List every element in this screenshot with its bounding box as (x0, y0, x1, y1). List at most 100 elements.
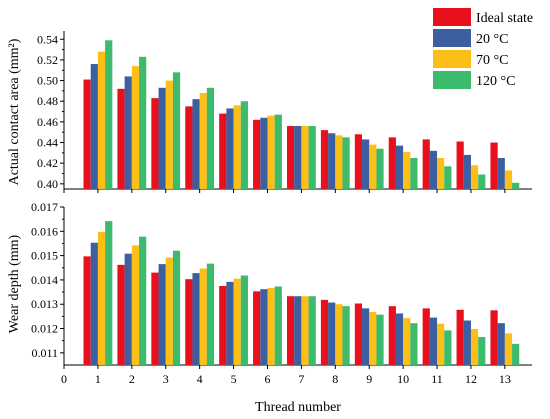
bottom-x-ticks: 0 1 2 3 4 5 6 7 8 9 10 11 12 13 (61, 365, 511, 386)
x-tick-label: 5 (231, 372, 237, 386)
bar (490, 310, 498, 365)
y-tick-label: 0.44 (37, 136, 58, 150)
bar (199, 92, 207, 189)
bar (165, 80, 173, 189)
bar (456, 309, 464, 365)
bar (117, 264, 125, 365)
bar (286, 126, 295, 189)
bar (294, 126, 302, 189)
top-bars-group (83, 40, 520, 190)
bottom-y-ticks: 0.011 0.012 0.013 0.014 0.015 0.016 0.017 (31, 200, 64, 360)
bar (267, 115, 275, 189)
bar (165, 257, 173, 365)
bar (172, 72, 181, 189)
y-tick-label: 0.52 (37, 53, 58, 67)
bar (395, 313, 404, 365)
y-tick-label: 0.013 (31, 297, 58, 311)
bar (470, 165, 479, 189)
bar (376, 148, 384, 189)
legend-label-70c: 70 °C (476, 53, 508, 68)
y-tick-label: 0.015 (31, 249, 58, 263)
bar (185, 106, 193, 189)
y-tick-label: 0.012 (31, 322, 58, 336)
bar (354, 303, 363, 365)
bar (301, 126, 309, 189)
legend-label-ideal-state: Ideal state (476, 11, 533, 26)
x-tick-label: 12 (465, 372, 477, 386)
bar (456, 141, 464, 189)
top-y-ticks: 0.40 0.42 0.44 0.46 0.48 0.50 0.52 0.54 (37, 32, 506, 193)
bar (354, 134, 363, 189)
bar (490, 142, 498, 189)
bar (286, 296, 295, 365)
x-tick-label: 8 (332, 372, 338, 386)
bar (362, 139, 370, 189)
bar (369, 312, 377, 365)
x-tick-label: 6 (264, 372, 270, 386)
bar (253, 291, 261, 365)
bar (90, 242, 98, 365)
bar (512, 343, 520, 365)
bar (478, 174, 486, 189)
y-tick-label: 0.014 (31, 273, 58, 287)
bar (260, 289, 268, 365)
y-tick-label: 0.46 (37, 115, 58, 129)
bar (240, 275, 248, 365)
bar (185, 279, 193, 365)
bar (105, 40, 113, 189)
x-tick-label: 2 (129, 372, 135, 386)
y-tick-label: 0.017 (31, 200, 58, 214)
bar (388, 137, 396, 189)
bar (376, 314, 384, 365)
bar (131, 245, 140, 365)
y-tick-label: 0.016 (31, 224, 58, 238)
bar (497, 158, 505, 189)
bar (320, 299, 329, 365)
bar (151, 98, 159, 189)
bar (151, 272, 159, 365)
bar (274, 114, 282, 189)
x-tick-label: 7 (298, 372, 304, 386)
legend-swatch-ideal-state (433, 8, 471, 26)
bar (410, 158, 418, 189)
bar (308, 126, 316, 189)
legend-swatch-120c (433, 71, 471, 89)
bar (308, 296, 316, 365)
bar (437, 158, 445, 189)
x-tick-label: 11 (431, 372, 443, 386)
bar (301, 296, 309, 365)
bar (335, 304, 343, 365)
bar (139, 56, 147, 189)
bar (422, 139, 430, 189)
bar (444, 166, 452, 189)
bar (429, 317, 438, 365)
bar (206, 87, 215, 189)
bar (199, 268, 207, 365)
legend: Ideal state 20 °C 70 °C 120 °C (433, 8, 533, 89)
bar (158, 264, 166, 365)
bar (131, 66, 140, 189)
x-tick-label: 1 (95, 372, 101, 386)
bar (403, 318, 411, 365)
bar (97, 51, 106, 190)
bar (395, 145, 404, 189)
bar (117, 88, 125, 189)
bottom-bars-group (83, 221, 520, 365)
bar (429, 150, 438, 189)
y-tick-label: 0.42 (37, 156, 58, 170)
bar (192, 99, 200, 189)
bar (512, 182, 520, 189)
bar (328, 302, 336, 365)
bar (172, 250, 181, 365)
y-tick-label: 0.50 (37, 74, 58, 88)
bar (90, 64, 98, 189)
bar (206, 263, 215, 365)
bar (233, 105, 241, 189)
bar (105, 221, 113, 365)
bar (463, 320, 471, 365)
bar (219, 113, 227, 189)
legend-swatch-20c (433, 29, 471, 47)
legend-swatch-70c (433, 50, 471, 68)
bar (233, 278, 241, 365)
